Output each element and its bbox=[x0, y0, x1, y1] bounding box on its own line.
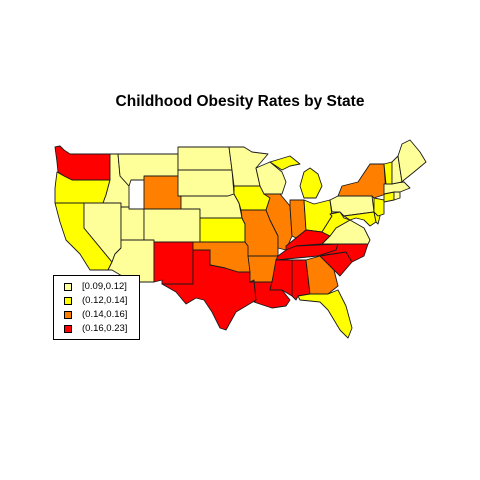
state-wa bbox=[54, 145, 111, 181]
state-ks bbox=[199, 217, 246, 243]
legend-item: (0.16,0.23] bbox=[64, 322, 127, 335]
legend: [0.09,0.12] (0.12,0.14] (0.14,0.16] (0.1… bbox=[53, 275, 140, 340]
state-ut bbox=[120, 206, 145, 241]
state-nc bbox=[317, 243, 369, 263]
state-co bbox=[143, 208, 201, 243]
state-wv bbox=[321, 211, 351, 237]
state-ny bbox=[337, 163, 387, 199]
legend-swatch bbox=[64, 282, 72, 291]
legend-label: (0.14,0.16] bbox=[82, 309, 128, 320]
state-nj bbox=[373, 197, 385, 217]
state-ri bbox=[393, 191, 401, 201]
legend-swatch bbox=[64, 296, 72, 305]
state-mi bbox=[269, 155, 323, 199]
state-tx bbox=[161, 249, 257, 331]
state-nd bbox=[177, 146, 233, 171]
legend-item: (0.14,0.16] bbox=[64, 308, 127, 321]
legend-label: [0.09,0.12] bbox=[82, 281, 127, 292]
state-me bbox=[397, 139, 427, 183]
legend-swatch bbox=[64, 310, 72, 319]
map-title: Childhood Obesity Rates by State bbox=[115, 93, 365, 110]
state-ma bbox=[383, 181, 411, 195]
legend-swatch bbox=[64, 324, 72, 333]
state-wy bbox=[143, 175, 182, 210]
legend-label: (0.12,0.14] bbox=[82, 295, 128, 306]
state-fl bbox=[297, 289, 353, 339]
legend-label: (0.16,0.23] bbox=[82, 323, 128, 334]
legend-item: (0.12,0.14] bbox=[64, 294, 127, 307]
state-il bbox=[263, 193, 293, 251]
state-nm bbox=[153, 241, 194, 285]
state-sd bbox=[177, 169, 235, 197]
legend-item: [0.09,0.12] bbox=[64, 280, 127, 293]
